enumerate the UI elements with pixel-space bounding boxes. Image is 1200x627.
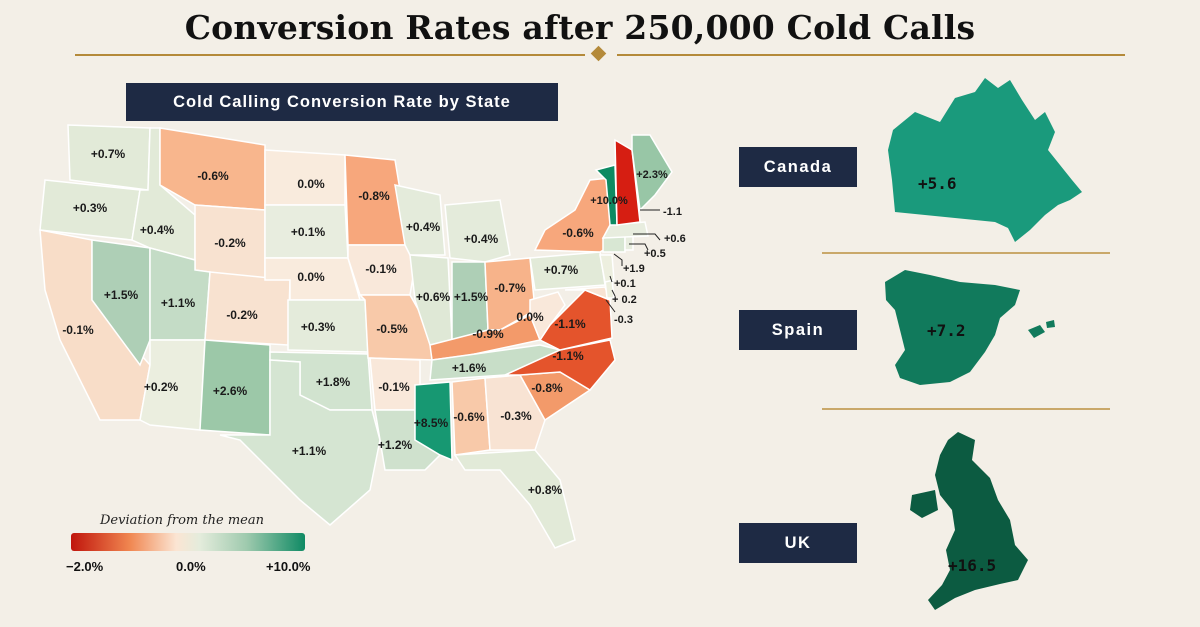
uk-shape — [928, 432, 1028, 610]
label-NV: +1.5% — [104, 288, 139, 302]
label-TX: +1.1% — [292, 444, 327, 458]
label-VT: +10.0% — [590, 195, 628, 207]
spain-balearic-shape-2 — [1046, 320, 1055, 328]
legend-gradient-bar — [71, 533, 305, 551]
label-CT: +1.9 — [623, 263, 645, 275]
label-IL: +0.6% — [416, 290, 451, 304]
country-label-uk: UK — [739, 523, 857, 563]
label-MA: +0.6 — [664, 233, 686, 245]
legend-min: −2.0% — [66, 559, 104, 574]
label-SC: -0.8% — [531, 381, 563, 395]
legend-title: Deviation from the mean — [100, 513, 264, 528]
label-OR: +0.3% — [73, 201, 108, 215]
label-GA: -0.3% — [500, 409, 532, 423]
label-TN: +1.6% — [452, 361, 487, 375]
country-label-spain: Spain — [739, 310, 857, 350]
state-NY — [533, 177, 613, 253]
label-MT: -0.6% — [197, 169, 229, 183]
label-CO: -0.2% — [226, 308, 258, 322]
separator-1 — [822, 252, 1110, 254]
state-NH — [614, 138, 641, 226]
label-MS: +8.5% — [414, 416, 449, 430]
separator-2 — [822, 408, 1110, 410]
us-map: +0.7% +0.3% -0.1% +1.5% +0.4% -0.6% -0.2… — [39, 124, 686, 549]
northern-ireland-shape — [910, 490, 938, 518]
label-WA: +0.7% — [91, 147, 126, 161]
label-MI: +0.4% — [464, 232, 499, 246]
label-NC: -1.1% — [552, 349, 584, 363]
state-NV — [91, 239, 151, 367]
canada-value: +5.6 — [918, 174, 957, 193]
label-AR: -0.1% — [378, 380, 410, 394]
label-AZ: +0.2% — [144, 380, 179, 394]
spain-balearic-shape — [1028, 325, 1045, 338]
label-RI: +0.5 — [644, 248, 666, 260]
label-VA: -1.1% — [554, 317, 586, 331]
label-WY: -0.2% — [214, 236, 246, 250]
label-UT: +1.1% — [161, 296, 196, 310]
label-NY: -0.6% — [562, 226, 594, 240]
label-MN: -0.8% — [358, 189, 390, 203]
label-MO: -0.5% — [376, 322, 408, 336]
label-OH: -0.7% — [494, 281, 526, 295]
label-IA: -0.1% — [365, 262, 397, 276]
label-ME: +2.3% — [636, 169, 668, 181]
title-rule-right — [617, 54, 1125, 56]
state-MI — [444, 199, 511, 263]
label-NM: +2.6% — [213, 384, 248, 398]
spain-shape — [885, 270, 1020, 385]
label-CA: -0.1% — [62, 323, 94, 337]
page-title: Conversion Rates after 250,000 Cold Call… — [184, 8, 976, 47]
legend-max: +10.0% — [266, 559, 311, 574]
state-FL — [453, 449, 576, 549]
spain-value: +7.2 — [927, 321, 966, 340]
label-NH: -1.1 — [663, 206, 682, 218]
label-ID: +0.4% — [140, 223, 175, 237]
state-TX — [219, 359, 381, 526]
label-WI: +0.4% — [406, 220, 441, 234]
label-OK: +1.8% — [316, 375, 351, 389]
state-MD — [564, 286, 612, 302]
label-LA: +1.2% — [378, 438, 413, 452]
state-NJ — [599, 254, 615, 283]
state-ME — [631, 134, 673, 212]
label-MD: -0.3 — [614, 314, 633, 326]
state-VT — [594, 164, 618, 226]
label-IN: +1.5% — [454, 290, 489, 304]
uk-value: +16.5 — [948, 556, 996, 575]
label-AL: -0.6% — [453, 410, 485, 424]
label-NJ: +0.1 — [614, 278, 636, 290]
canada-shape — [888, 78, 1082, 242]
map-header: Cold Calling Conversion Rate by State — [126, 83, 558, 121]
label-DE: + 0.2 — [612, 294, 637, 306]
label-PA: +0.7% — [544, 263, 579, 277]
label-WV: 0.0% — [516, 310, 544, 324]
state-WI — [394, 184, 446, 256]
label-ND: 0.0% — [297, 177, 325, 191]
label-KS: +0.3% — [301, 320, 336, 334]
title-rule-left — [75, 54, 585, 56]
legend-mid: 0.0% — [176, 559, 206, 574]
label-KY: -0.9% — [472, 327, 504, 341]
state-MS — [414, 381, 453, 462]
state-WV — [529, 291, 566, 342]
label-SD: +0.1% — [291, 225, 326, 239]
country-label-canada: Canada — [739, 147, 857, 187]
label-FL: +0.8% — [528, 483, 563, 497]
state-OH — [484, 257, 536, 331]
label-NE: 0.0% — [297, 270, 325, 284]
